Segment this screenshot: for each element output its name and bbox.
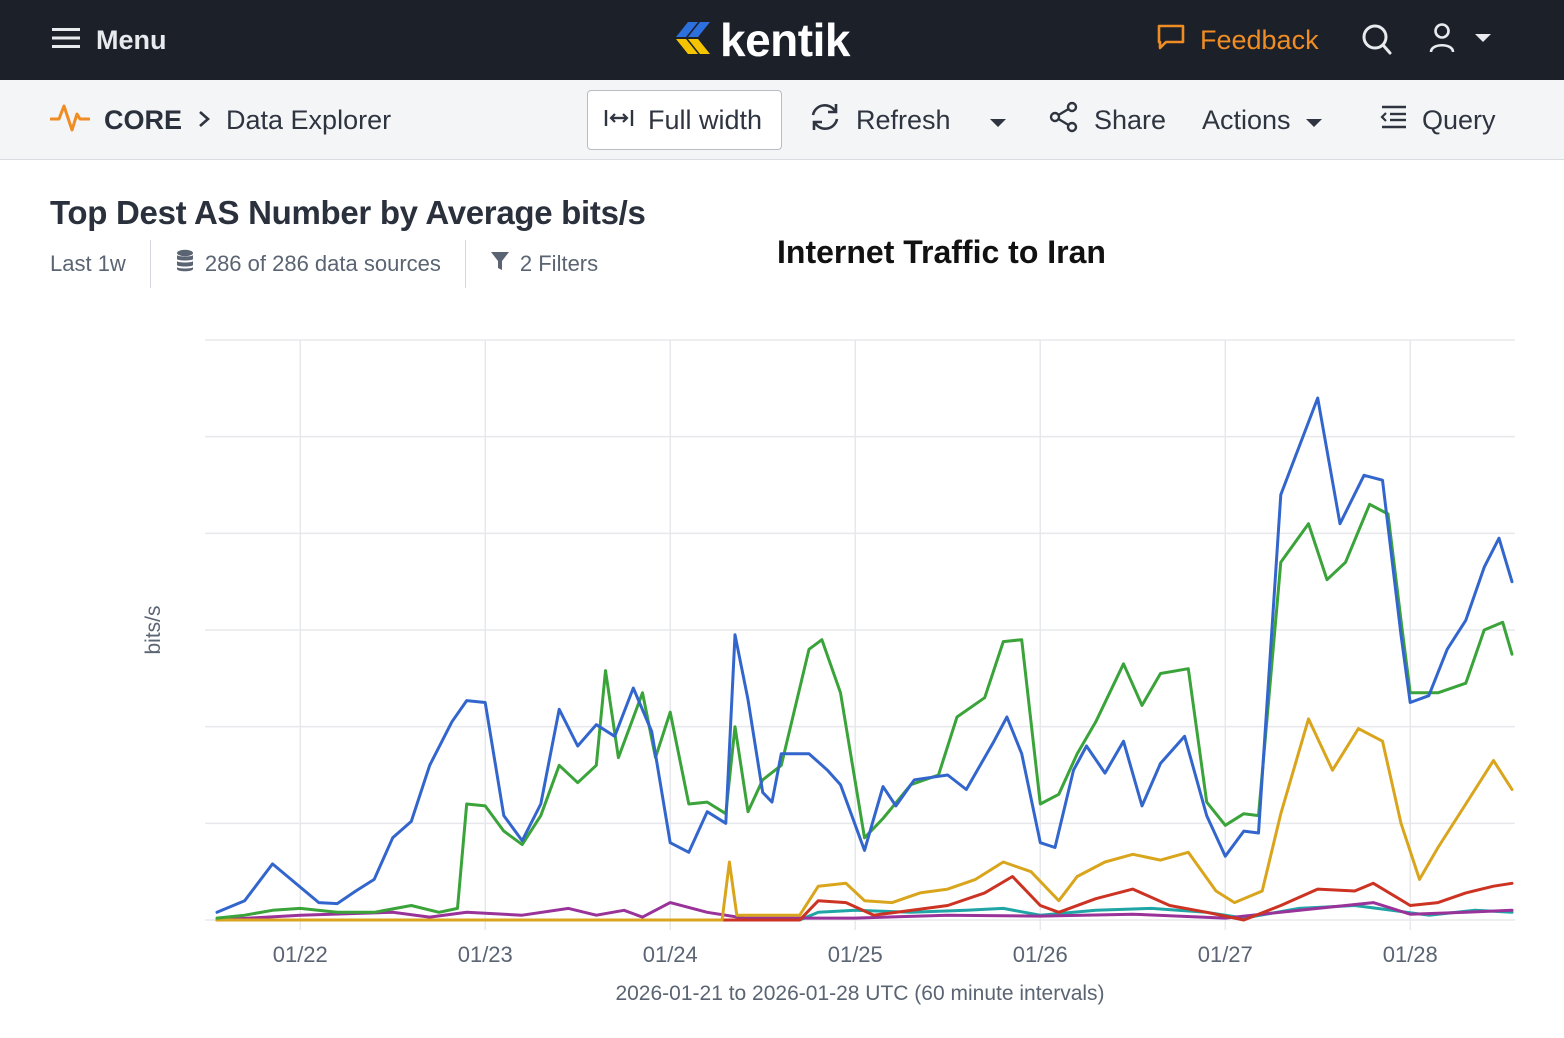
menu-button[interactable]: Menu: [52, 24, 167, 56]
share-label: Share: [1094, 104, 1167, 135]
user-menu-button[interactable]: [1428, 20, 1506, 60]
overlay-annotation-title: Internet Traffic to Iran: [777, 234, 1106, 270]
data-sources[interactable]: 286 of 286 data sources: [175, 249, 441, 279]
panel-meta: Last 1w 286 of 286 data sources 2 Filter…: [50, 240, 598, 288]
series-line[interactable]: [215, 875, 1514, 922]
breadcrumb: CORE Data Explorer: [49, 98, 392, 142]
series-line[interactable]: [215, 502, 1514, 920]
refresh-label: Refresh: [856, 104, 951, 135]
x-tick-label: 01/26: [1013, 942, 1068, 967]
x-axis-caption: 2026-01-21 to 2026-01-28 UTC (60 minute …: [615, 982, 1104, 1005]
y-axis-title: bits/s: [142, 605, 165, 654]
data-sources-label: 286 of 286 data sources: [204, 251, 441, 276]
x-tick-label: 01/28: [1383, 942, 1438, 967]
search-icon: [1360, 24, 1394, 62]
hamburger-icon: [52, 25, 80, 56]
time-range[interactable]: Last 1w: [50, 251, 126, 277]
page-title: Top Dest AS Number by Average bits/s: [50, 194, 646, 231]
top-navigation-bar: Menu kentik Feedback: [0, 0, 1564, 80]
full-width-label: Full width: [648, 104, 763, 135]
menu-label: Menu: [96, 24, 167, 55]
logo-text: kentik: [720, 14, 850, 66]
pulse-icon: [49, 100, 91, 141]
search-button[interactable]: [1360, 22, 1394, 58]
refresh-icon: [808, 102, 842, 139]
time-range-label: Last 1w: [50, 251, 126, 276]
kentik-logo[interactable]: kentik: [674, 14, 850, 66]
divider: [464, 240, 466, 288]
expand-horizontal-icon: [604, 105, 634, 136]
page-toolbar: CORE Data Explorer Full width Refresh Sh…: [0, 80, 1564, 160]
vertical-gridlines: [299, 340, 1411, 930]
filters[interactable]: 2 Filters: [490, 250, 598, 278]
x-tick-label: 01/22: [273, 942, 328, 967]
actions-dropdown[interactable]: Actions: [1202, 90, 1323, 150]
query-label: Query: [1422, 104, 1496, 135]
refresh-options-dropdown[interactable]: [984, 90, 1012, 150]
chevron-down-icon: [1305, 105, 1323, 136]
chevron-right-icon: [196, 105, 212, 136]
query-panel-icon: [1378, 104, 1408, 137]
share-button[interactable]: Share: [1048, 90, 1166, 150]
query-button[interactable]: Query: [1378, 90, 1496, 150]
refresh-button[interactable]: Refresh: [808, 90, 951, 150]
line-chart: 01/22 01/23 01/24 01/25 01/26 01/27 01/28 bits…: [0, 300, 1564, 1030]
database-icon: [175, 249, 195, 279]
series-line[interactable]: [215, 396, 1514, 914]
x-tick-label: 01/24: [643, 942, 698, 967]
breadcrumb-root[interactable]: CORE: [104, 104, 183, 135]
x-tick-label: 01/25: [828, 942, 883, 967]
feedback-button[interactable]: Feedback: [1156, 20, 1319, 60]
series-lines: [215, 396, 1514, 922]
share-icon: [1048, 101, 1080, 140]
chart-svg: 01/22 01/23 01/24 01/25 01/26 01/27 01/28 bits…: [142, 339, 1515, 1005]
filter-icon: [490, 250, 510, 278]
chevron-down-icon: [1474, 31, 1492, 49]
chevron-down-icon: [989, 105, 1007, 136]
series-line[interactable]: [215, 717, 1514, 922]
divider: [149, 240, 151, 288]
actions-label: Actions: [1202, 104, 1291, 135]
horizontal-gridlines: [205, 339, 1515, 921]
x-tick-label: 01/27: [1198, 942, 1253, 967]
x-tick-label: 01/23: [458, 942, 513, 967]
chat-icon: [1156, 23, 1186, 58]
filters-label: 2 Filters: [519, 251, 599, 276]
breadcrumb-page[interactable]: Data Explorer: [226, 104, 392, 135]
x-axis-ticks: 01/22 01/23 01/24 01/25 01/26 01/27 01/28: [273, 942, 1438, 967]
full-width-button[interactable]: Full width: [587, 90, 782, 150]
series-line[interactable]: [215, 901, 1514, 922]
feedback-label: Feedback: [1200, 24, 1319, 55]
user-icon: [1428, 22, 1456, 59]
kentik-logo-mark-icon: [674, 20, 714, 61]
